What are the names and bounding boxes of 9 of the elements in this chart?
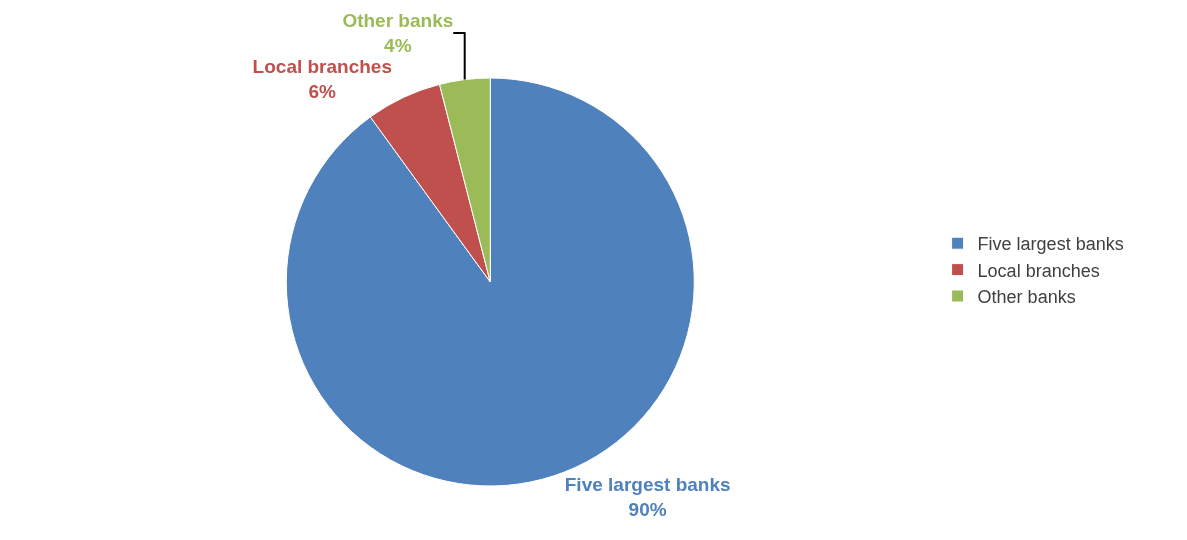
slice-label: Local branches: [252, 55, 392, 77]
legend-label: Other banks: [977, 287, 1076, 308]
slice-label: Five largest banks: [564, 473, 731, 495]
data-label: 90%: [628, 498, 667, 520]
legend-label: Local branches: [977, 260, 1100, 281]
data-label: 6%: [308, 80, 337, 102]
data-label: 4%: [384, 34, 412, 56]
legend-label: Five largest banks: [977, 234, 1124, 255]
slice-label: Other banks: [342, 10, 454, 32]
